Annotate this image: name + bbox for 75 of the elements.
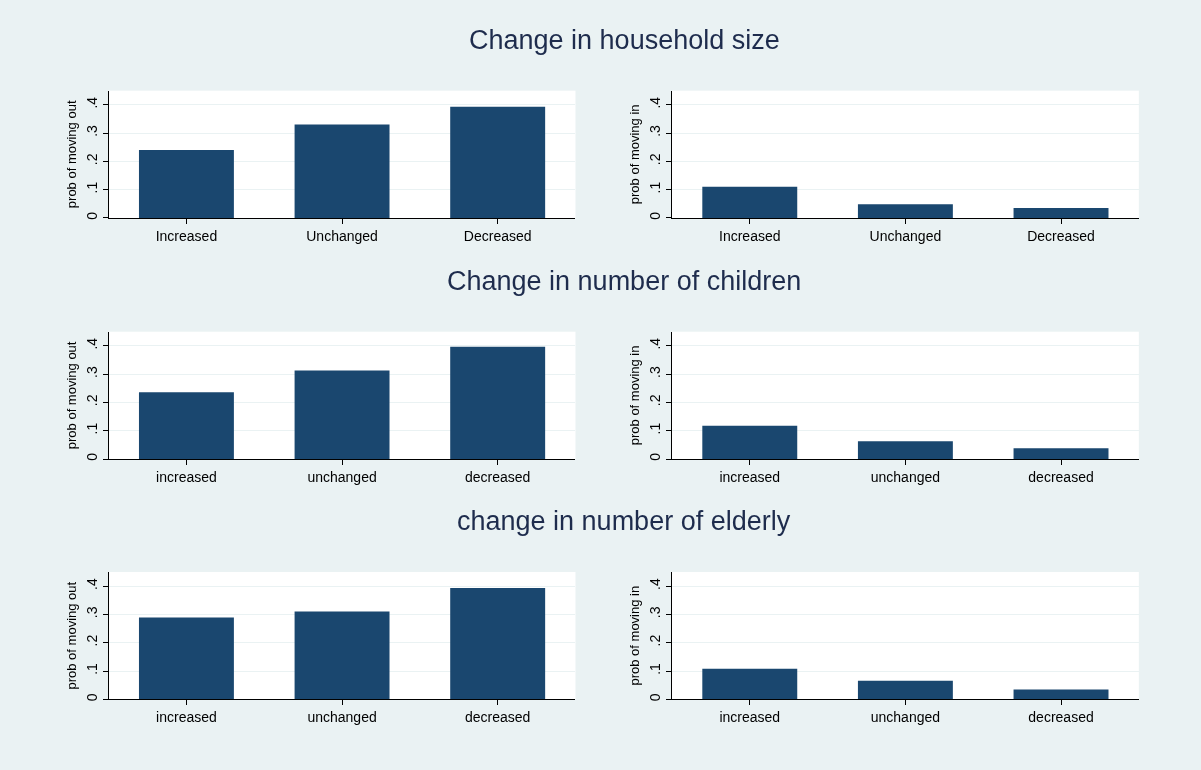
- y-tick-label: .3: [84, 366, 101, 378]
- y-tick-label: .2: [84, 634, 101, 647]
- y-tick-label: 0: [647, 693, 664, 702]
- x-tick-label: Increased: [155, 227, 218, 244]
- bar: [702, 425, 798, 460]
- y-axis-title: prob of moving in: [627, 345, 643, 446]
- y-tick-label: .3: [84, 124, 101, 137]
- bar: [857, 441, 953, 460]
- y-axis-title: prob of moving out: [63, 100, 79, 209]
- x-tick-label: increased: [719, 709, 781, 726]
- y-tick-label: .3: [647, 366, 664, 378]
- y-tick-label: .4: [84, 337, 101, 350]
- y-tick-label: 0: [647, 452, 664, 461]
- y-tick-label: .3: [84, 606, 101, 619]
- x-tick-label: decreased: [1028, 709, 1094, 726]
- bar: [450, 346, 546, 460]
- y-tick-label: 0: [84, 452, 101, 461]
- y-tick-label: 0: [84, 693, 101, 702]
- chart-title: Change in household size: [469, 25, 780, 55]
- x-tick-label: unchanged: [870, 468, 941, 485]
- x-tick-label: increased: [719, 468, 781, 485]
- bar: [138, 392, 234, 460]
- y-tick-label: .4: [647, 96, 664, 109]
- bar: [294, 611, 390, 700]
- bar: [857, 204, 953, 218]
- x-tick-label: decreased: [464, 709, 531, 726]
- y-tick-label: .4: [84, 577, 101, 590]
- x-tick-label: Unchanged: [306, 227, 378, 244]
- y-tick-label: .1: [647, 422, 664, 435]
- y-tick-label: .1: [84, 181, 101, 194]
- y-axis-title: prob of moving out: [63, 341, 79, 450]
- bar: [138, 617, 234, 700]
- y-tick-label: 0: [84, 211, 101, 220]
- bar: [1013, 448, 1109, 460]
- x-tick-label: unchanged: [307, 468, 377, 485]
- y-tick-label: .2: [84, 394, 101, 407]
- y-tick-label: .2: [647, 394, 664, 407]
- y-tick-label: .1: [647, 181, 664, 194]
- x-tick-label: Decreased: [1027, 227, 1095, 244]
- y-tick-label: .2: [647, 634, 664, 647]
- y-tick-label: .4: [647, 577, 664, 590]
- y-tick-label: 0: [647, 211, 664, 220]
- y-tick-label: .4: [84, 96, 101, 109]
- bar: [294, 124, 390, 218]
- y-tick-label: .4: [647, 337, 664, 350]
- x-tick-label: increased: [156, 468, 217, 485]
- bar: [1013, 208, 1109, 218]
- bar: [294, 370, 390, 460]
- y-tick-label: .1: [84, 662, 101, 675]
- bar: [857, 680, 953, 700]
- y-tick-label: .2: [647, 153, 664, 166]
- x-tick-label: decreased: [1028, 468, 1094, 485]
- y-tick-label: .1: [647, 662, 664, 675]
- x-tick-label: increased: [156, 709, 217, 726]
- bar: [450, 106, 546, 218]
- x-tick-label: decreased: [464, 468, 531, 485]
- x-tick-label: unchanged: [870, 709, 941, 726]
- x-tick-label: Unchanged: [869, 227, 942, 244]
- x-tick-label: Decreased: [463, 227, 532, 244]
- bar: [702, 186, 798, 218]
- bar: [138, 150, 234, 218]
- y-tick-label: .3: [647, 124, 664, 137]
- y-tick-label: .1: [84, 422, 101, 435]
- y-axis-title: prob of moving in: [627, 585, 643, 686]
- bar: [450, 588, 546, 700]
- x-tick-label: Increased: [719, 227, 781, 244]
- y-axis-title: prob of moving out: [63, 581, 79, 690]
- chart-title: Change in number of children: [447, 266, 802, 296]
- y-tick-label: .3: [647, 606, 664, 619]
- x-tick-label: unchanged: [307, 709, 377, 726]
- bar: [702, 668, 798, 700]
- y-tick-label: .2: [84, 153, 101, 166]
- y-axis-title: prob of moving in: [627, 104, 643, 205]
- bar: [1013, 689, 1109, 700]
- chart-title: change in number of elderly: [457, 506, 791, 536]
